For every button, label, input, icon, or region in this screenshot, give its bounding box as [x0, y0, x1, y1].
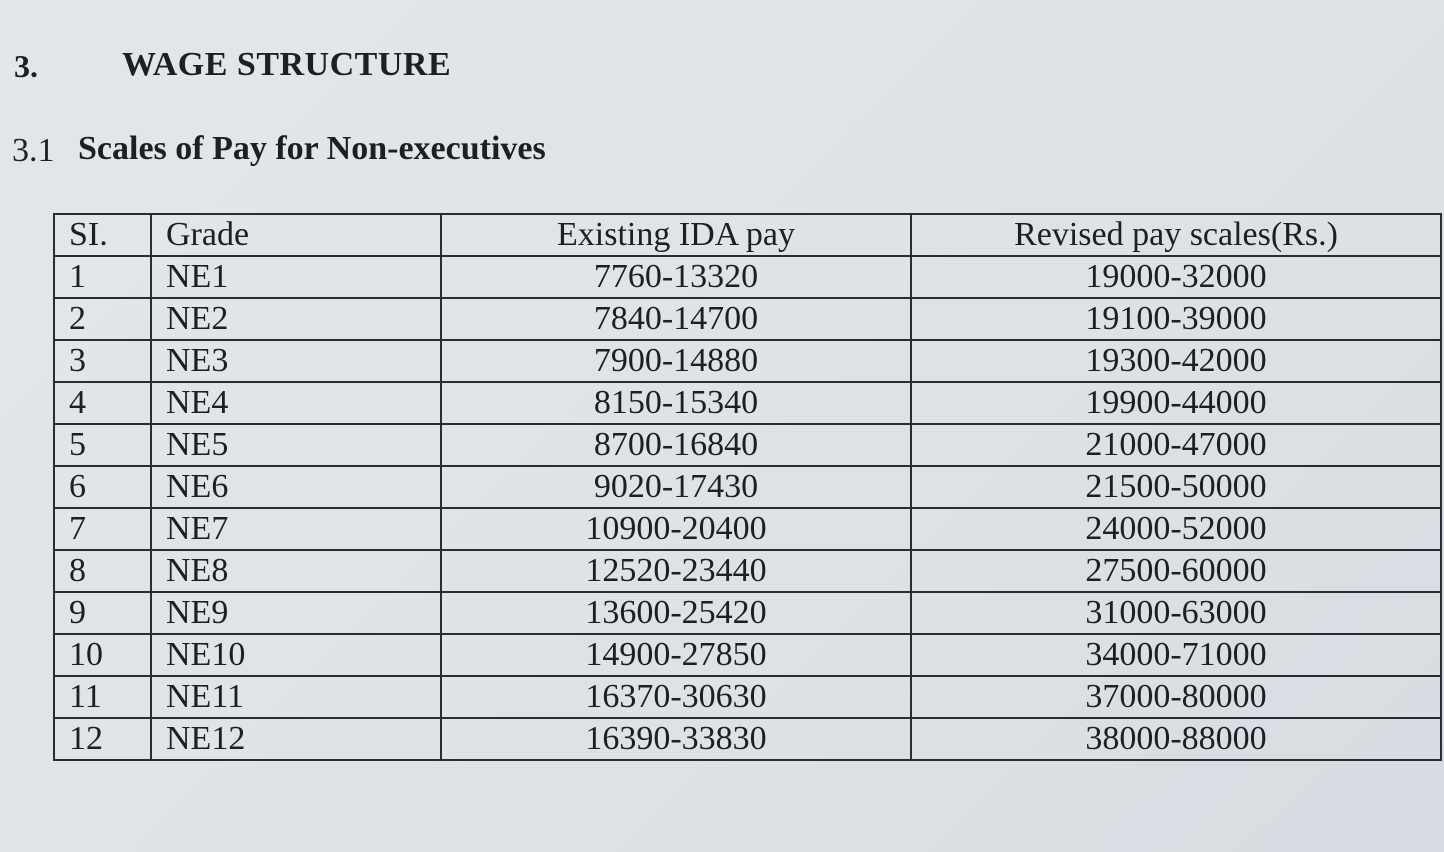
- table-cell: 21500-50000: [910, 465, 1442, 509]
- table-cell: 12: [53, 717, 152, 761]
- table-cell: 9020-17430: [440, 465, 912, 509]
- table-row: 3 NE3 7900-14880 19300-42000: [53, 339, 1442, 383]
- table-row: 5 NE5 8700-16840 21000-47000: [53, 423, 1442, 467]
- table-cell: 19100-39000: [910, 297, 1442, 341]
- table-cell: 5: [53, 423, 152, 467]
- table-cell: 37000-80000: [910, 675, 1442, 719]
- table-cell: 4: [53, 381, 152, 425]
- table-cell: NE8: [150, 549, 442, 593]
- table-cell: NE12: [150, 717, 442, 761]
- header-cell: Grade: [150, 213, 442, 257]
- table-cell: NE9: [150, 591, 442, 635]
- table-cell: 8700-16840: [440, 423, 912, 467]
- table-cell: 16370-30630: [440, 675, 912, 719]
- table-row: 4 NE4 8150-15340 19900-44000: [53, 381, 1442, 425]
- table-cell: NE10: [150, 633, 442, 677]
- table-cell: 7900-14880: [440, 339, 912, 383]
- table-cell: NE5: [150, 423, 442, 467]
- table-cell: 12520-23440: [440, 549, 912, 593]
- table-row: 12 NE12 16390-33830 38000-88000: [53, 717, 1442, 761]
- subsection-title: Scales of Pay for Non-executives: [78, 130, 546, 167]
- table-cell: NE2: [150, 297, 442, 341]
- table-cell: NE4: [150, 381, 442, 425]
- table-cell: 19300-42000: [910, 339, 1442, 383]
- table-cell: 10900-20400: [440, 507, 912, 551]
- table-cell: 19000-32000: [910, 255, 1442, 299]
- table-cell: 27500-60000: [910, 549, 1442, 593]
- table-cell: NE6: [150, 465, 442, 509]
- header-cell: Existing IDA pay: [440, 213, 912, 257]
- table-row: 6 NE6 9020-17430 21500-50000: [53, 465, 1442, 509]
- table-cell: 1: [53, 255, 152, 299]
- header-row: SI. Grade Existing IDA pay Revised pay scal…: [53, 213, 1442, 257]
- table-cell: 24000-52000: [910, 507, 1442, 551]
- header-cell: Revised pay scales(Rs.): [910, 213, 1442, 257]
- table-cell: 9: [53, 591, 152, 635]
- table-cell: 19900-44000: [910, 381, 1442, 425]
- section-title: WAGE STRUCTURE: [122, 46, 452, 83]
- table-cell: 7840-14700: [440, 297, 912, 341]
- table-cell: 8: [53, 549, 152, 593]
- table-row: 2 NE2 7840-14700 19100-39000: [53, 297, 1442, 341]
- table-cell: 2: [53, 297, 152, 341]
- table-cell: 6: [53, 465, 152, 509]
- table-cell: NE7: [150, 507, 442, 551]
- section-number: 3.: [14, 48, 38, 84]
- table-row: 1 NE1 7760-13320 19000-32000: [53, 255, 1442, 299]
- table-row: 7 NE7 10900-20400 24000-52000: [53, 507, 1442, 551]
- subsection-number: 3.1: [12, 132, 55, 169]
- table-cell: 34000-71000: [910, 633, 1442, 677]
- pay-table: SI. Grade Existing IDA pay Revised pay scal…: [53, 213, 1442, 761]
- table-cell: 8150-15340: [440, 381, 912, 425]
- table-cell: NE3: [150, 339, 442, 383]
- table-row: 10 NE10 14900-27850 34000-71000: [53, 633, 1442, 677]
- table-cell: 3: [53, 339, 152, 383]
- table-cell: 7: [53, 507, 152, 551]
- table-cell: 13600-25420: [440, 591, 912, 635]
- table-cell: 10: [53, 633, 152, 677]
- table-row: 9 NE9 13600-25420 31000-63000: [53, 591, 1442, 635]
- header-cell: SI.: [53, 213, 152, 257]
- table-cell: 31000-63000: [910, 591, 1442, 635]
- table-cell: 14900-27850: [440, 633, 912, 677]
- table-row: 11 NE11 16370-30630 37000-80000: [53, 675, 1442, 719]
- table-cell: 21000-47000: [910, 423, 1442, 467]
- table-cell: 11: [53, 675, 152, 719]
- table-cell: 7760-13320: [440, 255, 912, 299]
- table-cell: NE11: [150, 675, 442, 719]
- table-row: 8 NE8 12520-23440 27500-60000: [53, 549, 1442, 593]
- table-cell: 38000-88000: [910, 717, 1442, 761]
- table-cell: 16390-33830: [440, 717, 912, 761]
- table-cell: NE1: [150, 255, 442, 299]
